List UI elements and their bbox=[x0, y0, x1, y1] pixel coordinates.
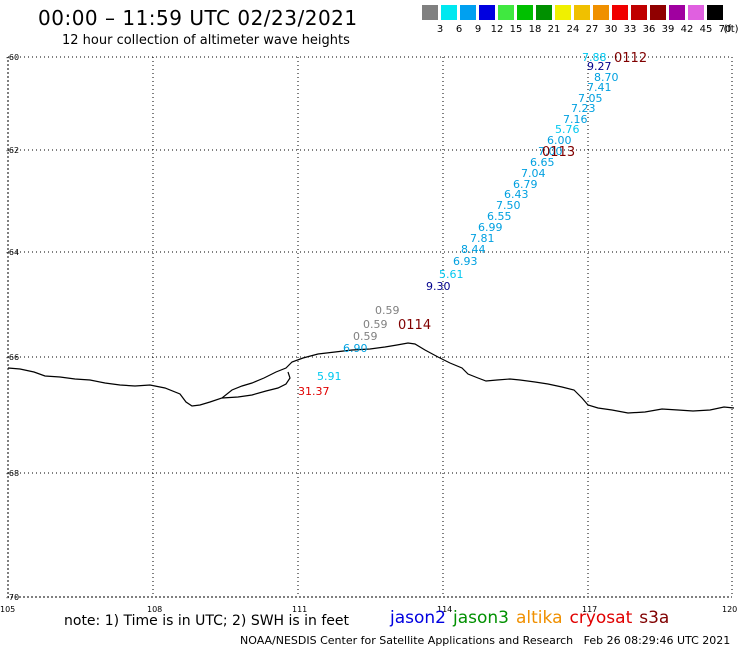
note-text: note: 1) Time is in UTC; 2) SWH is in fe… bbox=[64, 613, 350, 629]
legend-swatch bbox=[555, 5, 571, 20]
legend-swatch bbox=[688, 5, 704, 20]
map-subtitle: 12 hour collection of altimeter wave hei… bbox=[62, 33, 350, 48]
wave-height-value: 7.05 bbox=[578, 92, 603, 105]
pass-time-label: 0113 bbox=[542, 145, 575, 160]
legend-label: 39 bbox=[661, 24, 675, 35]
wave-height-value: 7.16 bbox=[563, 113, 588, 126]
satellite-key: jason2 jason3 altika cryosat s3a bbox=[390, 608, 676, 628]
observation-labels: 7.889.278.707.417.057.237.165.766.007.00… bbox=[298, 51, 647, 398]
wave-height-value: 7.50 bbox=[496, 199, 521, 212]
legend-label: 3 bbox=[436, 24, 444, 35]
legend-label: 45 bbox=[699, 24, 713, 35]
legend-label: 27 bbox=[585, 24, 599, 35]
antarctic-coastline bbox=[7, 342, 735, 414]
legend-swatch bbox=[498, 5, 514, 20]
longitude-label: 120 bbox=[722, 605, 737, 614]
wave-height-value: 6.93 bbox=[453, 255, 478, 268]
wave-height-value: 9.27 bbox=[587, 60, 612, 73]
legend-label: 12 bbox=[490, 24, 504, 35]
credit-text: NOAA/NESDIS Center for Satellite Applica… bbox=[240, 634, 574, 647]
satellite-label: jason3 bbox=[453, 608, 509, 628]
legend-label: 33 bbox=[623, 24, 637, 35]
latitude-label: -64 bbox=[6, 248, 19, 257]
wave-height-value: 7.23 bbox=[571, 102, 596, 115]
legend-label: 30 bbox=[604, 24, 618, 35]
wave-height-value: 6.00 bbox=[547, 134, 572, 147]
legend-swatch bbox=[441, 5, 457, 20]
legend-swatch bbox=[593, 5, 609, 20]
wave-height-value: 7.41 bbox=[587, 81, 612, 94]
wave-height-value: 0.59 bbox=[353, 330, 378, 343]
wave-height-value: 6.99 bbox=[478, 221, 503, 234]
wave-height-value: 5.76 bbox=[555, 123, 580, 136]
map-title: 00:00 – 11:59 UTC 02/23/2021 bbox=[38, 6, 358, 30]
wave-height-value: 0.59 bbox=[363, 318, 388, 331]
wave-height-value: 6.65 bbox=[530, 156, 555, 169]
legend-swatch bbox=[612, 5, 628, 20]
longitude-label: 108 bbox=[147, 605, 162, 614]
longitude-label: 111 bbox=[292, 605, 307, 614]
wave-height-value: 6.79 bbox=[513, 178, 538, 191]
pass-time-label: 0114 bbox=[398, 318, 431, 333]
graticule: -60 -62 -64 -66 -68 -70 105 108 111 114 117 120 bbox=[0, 53, 737, 614]
legend-label: 24 bbox=[566, 24, 580, 35]
legend-swatch bbox=[650, 5, 666, 20]
satellite-label: jason2 bbox=[390, 608, 446, 628]
credit-line: NOAA/NESDIS Center for Satellite Applica… bbox=[240, 634, 730, 647]
latitude-label: -68 bbox=[6, 469, 19, 478]
longitude-label: 114 bbox=[437, 605, 452, 614]
latitude-label: -60 bbox=[6, 53, 19, 62]
wave-height-value: 6.43 bbox=[504, 188, 529, 201]
latitude-label: -62 bbox=[6, 146, 19, 155]
wave-height-value: 7.00 bbox=[538, 145, 563, 158]
latitude-label: -66 bbox=[6, 353, 19, 362]
legend-label: 15 bbox=[509, 24, 523, 35]
legend-unit: (ft) bbox=[723, 24, 739, 35]
wave-height-value: 7.04 bbox=[521, 167, 546, 180]
timestamp-text: Feb 26 08:29:46 UTC 2021 bbox=[583, 634, 731, 647]
legend-label: 21 bbox=[547, 24, 561, 35]
satellite-label: altika bbox=[516, 608, 563, 628]
longitude-label: 105 bbox=[0, 605, 15, 614]
wave-height-value: 0.59 bbox=[375, 304, 400, 317]
legend-label: 18 bbox=[528, 24, 542, 35]
wave-height-value: 8.70 bbox=[594, 71, 619, 84]
legend-swatch bbox=[460, 5, 476, 20]
pass-time-label: 0112 bbox=[614, 51, 647, 66]
wave-height-value: 5.61 bbox=[439, 268, 464, 281]
legend-swatch bbox=[669, 5, 685, 20]
wave-height-value: 9.30 bbox=[426, 280, 451, 293]
wave-height-value: 6.90 bbox=[343, 342, 368, 355]
wave-height-value: 7.81 bbox=[470, 232, 495, 245]
legend-swatch bbox=[517, 5, 533, 20]
legend-label: 36 bbox=[642, 24, 656, 35]
legend-label: 6 bbox=[455, 24, 463, 35]
legend-swatch bbox=[422, 5, 438, 20]
satellite-label: s3a bbox=[639, 608, 670, 628]
wave-height-value: 7.88 bbox=[582, 51, 607, 64]
satellite-label: cryosat bbox=[569, 608, 633, 628]
wave-height-value: 31.37 bbox=[298, 385, 330, 398]
longitude-label: 117 bbox=[582, 605, 597, 614]
coast-inlet-line bbox=[221, 371, 291, 399]
wave-height-value: 8.44 bbox=[461, 243, 486, 256]
wave-height-value: 6.55 bbox=[487, 210, 512, 223]
legend-label: 9 bbox=[474, 24, 482, 35]
wave-height-value: 5.91 bbox=[317, 370, 342, 383]
legend-swatch bbox=[479, 5, 495, 20]
legend-swatch bbox=[707, 5, 723, 20]
legend-label: 70 bbox=[718, 24, 732, 35]
legend-swatch bbox=[536, 5, 552, 20]
latitude-label: -70 bbox=[6, 593, 19, 602]
legend-swatch bbox=[631, 5, 647, 20]
legend-label: 42 bbox=[680, 24, 694, 35]
legend-swatch bbox=[574, 5, 590, 20]
